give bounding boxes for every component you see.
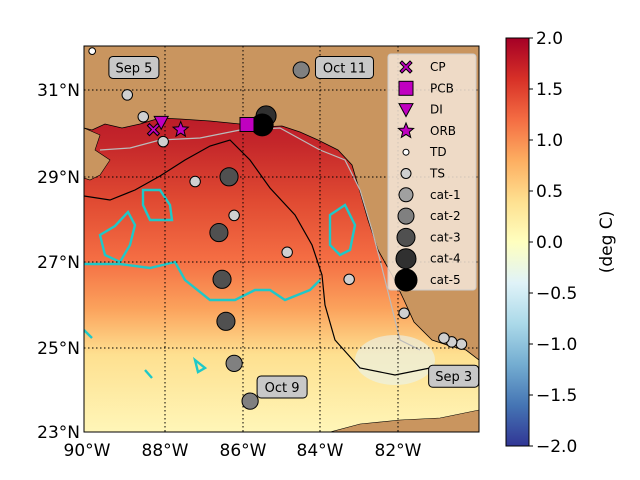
- track-point-TS: [343, 273, 355, 286]
- lon-tick: 90°W: [64, 441, 111, 461]
- stations: [146, 115, 255, 138]
- track-point-TS: [121, 89, 134, 101]
- track-point-cat-2: [225, 354, 243, 372]
- legend-label: cat-2: [430, 209, 461, 223]
- legend-cp-icon: [399, 60, 413, 74]
- track-point-TS: [228, 209, 240, 222]
- station-pcb-marker: [239, 116, 255, 132]
- lon-axis: 90°W 88°W 86°W 84°W 82°W: [64, 441, 422, 461]
- lat-tick: 25°N: [37, 339, 80, 359]
- legend-cat-1-icon: [398, 187, 414, 203]
- track-point-TS: [157, 135, 169, 148]
- lat-tick: 27°N: [37, 253, 80, 273]
- legend-label: cat-3: [430, 230, 461, 244]
- colorbar-label: (deg C): [597, 211, 617, 274]
- colorbar-tick: −0.5: [536, 284, 577, 304]
- land-cuba: [329, 409, 479, 432]
- date-annotations: Sep 5 Oct 11 Oct 9 Sep 3: [108, 55, 479, 399]
- lat-axis: 31°N 29°N 27°N 25°N 23°N: [37, 81, 80, 443]
- legend-label: cat-4: [430, 252, 461, 266]
- colorbar-gradient: [505, 37, 530, 447]
- legend-cat-3-icon: [396, 227, 416, 247]
- station-cp-marker: [146, 122, 161, 137]
- annotation-label: Sep 5: [115, 61, 152, 76]
- track-point-cat-3: [219, 167, 239, 187]
- track-point-TS: [438, 332, 450, 344]
- colorbar: 2.0 1.5 1.0 0.5 0.0 −0.5 −1.0 −1.5 −2.0 (deg C): [505, 29, 617, 457]
- lon-tick: 82°W: [375, 441, 422, 461]
- track-point-cat-3: [216, 311, 236, 331]
- track-point-cat-3: [209, 223, 229, 243]
- legend-cat-2-icon: [397, 207, 415, 225]
- depth-contour-black: [84, 139, 431, 376]
- legend: CP PCB DI ORB TD TS cat-1 cat-2 cat-3 cat-4 cat-5: [387, 53, 477, 292]
- station-di-marker: [153, 115, 170, 131]
- station-orb-marker: [171, 120, 190, 138]
- legend-label: cat-1: [430, 188, 461, 202]
- track-point-TD: [88, 47, 97, 55]
- legend-label: cat-5: [430, 273, 461, 287]
- track-point-TS: [137, 111, 150, 123]
- colorbar-tick: 2.0: [536, 29, 563, 49]
- annotation-label: Sep 3: [435, 370, 472, 385]
- lon-tick: 84°W: [297, 441, 344, 461]
- legend-orb-icon: [397, 121, 415, 139]
- colorbar-tick: −2.0: [536, 437, 577, 457]
- annotation-label: Oct 11: [323, 61, 366, 76]
- track-point-TS: [281, 246, 293, 259]
- lat-tick: 31°N: [37, 81, 80, 101]
- colorbar-tick: 0.5: [536, 182, 563, 202]
- cool-anomaly-patch: [355, 335, 435, 385]
- annotation-box: [314, 55, 374, 79]
- legend-ts-icon: [400, 168, 412, 179]
- legend-label: ORB: [430, 124, 456, 138]
- colorbar-tick: −1.0: [536, 335, 577, 355]
- legend-label: TD: [429, 145, 447, 159]
- lon-tick: 86°W: [220, 441, 267, 461]
- legend-label: CP: [430, 60, 446, 74]
- colorbar-tick: 1.0: [536, 131, 563, 151]
- land-louisiana-marsh: [84, 127, 111, 181]
- storm-track: [88, 47, 468, 410]
- legend-di-icon: [398, 103, 414, 118]
- track-point-TS: [189, 175, 201, 188]
- plot-frame: [83, 45, 480, 433]
- track-point-cat-2: [292, 61, 310, 79]
- annotation-box: [256, 375, 308, 399]
- track-point-cat-5: [250, 113, 274, 137]
- legend-label: TS: [429, 167, 445, 181]
- track-point-TS: [455, 338, 468, 350]
- track-point-TS: [398, 307, 410, 319]
- colorbar-tick: 1.5: [536, 80, 563, 100]
- annotation-label: Oct 9: [265, 381, 300, 396]
- lat-tick: 29°N: [37, 168, 80, 188]
- colorbar-tick: 0.0: [536, 233, 563, 253]
- lon-tick: 88°W: [142, 441, 189, 461]
- lat-tick: 23°N: [37, 423, 80, 443]
- legend-pcb-icon: [398, 80, 414, 96]
- legend-td-icon: [402, 148, 410, 156]
- track-point-cat-2: [241, 392, 259, 410]
- legend-label: DI: [430, 103, 443, 117]
- legend-cat-4-icon: [395, 248, 417, 270]
- colorbar-tick: −1.5: [536, 386, 577, 406]
- track-point-cat-3: [212, 269, 232, 289]
- legend-cat-5-icon: [394, 268, 418, 292]
- anomaly-contours-cyan: [84, 188, 357, 379]
- legend-label: PCB: [430, 81, 454, 95]
- annotation-box: [108, 55, 160, 79]
